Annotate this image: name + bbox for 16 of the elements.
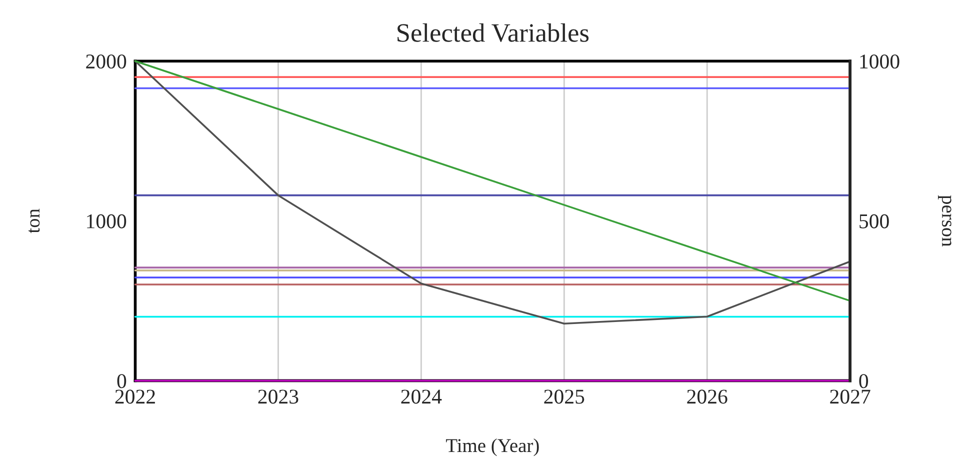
chart-title: Selected Variables <box>398 23 589 42</box>
y2-axis-title: person <box>938 195 952 247</box>
x-tick-label: 2025 <box>544 390 584 404</box>
x-tick-label: 2022 <box>115 390 155 404</box>
y-axis-title: ton <box>28 208 40 234</box>
y-tick-label: 0 <box>117 374 126 388</box>
x-tick-label: 2023 <box>258 390 298 404</box>
y2-tick-label: 1000 <box>860 54 900 69</box>
y2-tick-label: 0 <box>859 374 868 388</box>
y-tick-label: 2000 <box>86 54 126 69</box>
x-tick-label: 2027 <box>830 390 870 404</box>
x-tick-label: 2024 <box>401 390 442 404</box>
x-axis-title: Time (Year) <box>446 438 539 456</box>
y-tick-label: 1000 <box>87 214 126 228</box>
x-tick-label: 2026 <box>687 390 728 404</box>
y2-tick-label: 500 <box>860 214 889 228</box>
